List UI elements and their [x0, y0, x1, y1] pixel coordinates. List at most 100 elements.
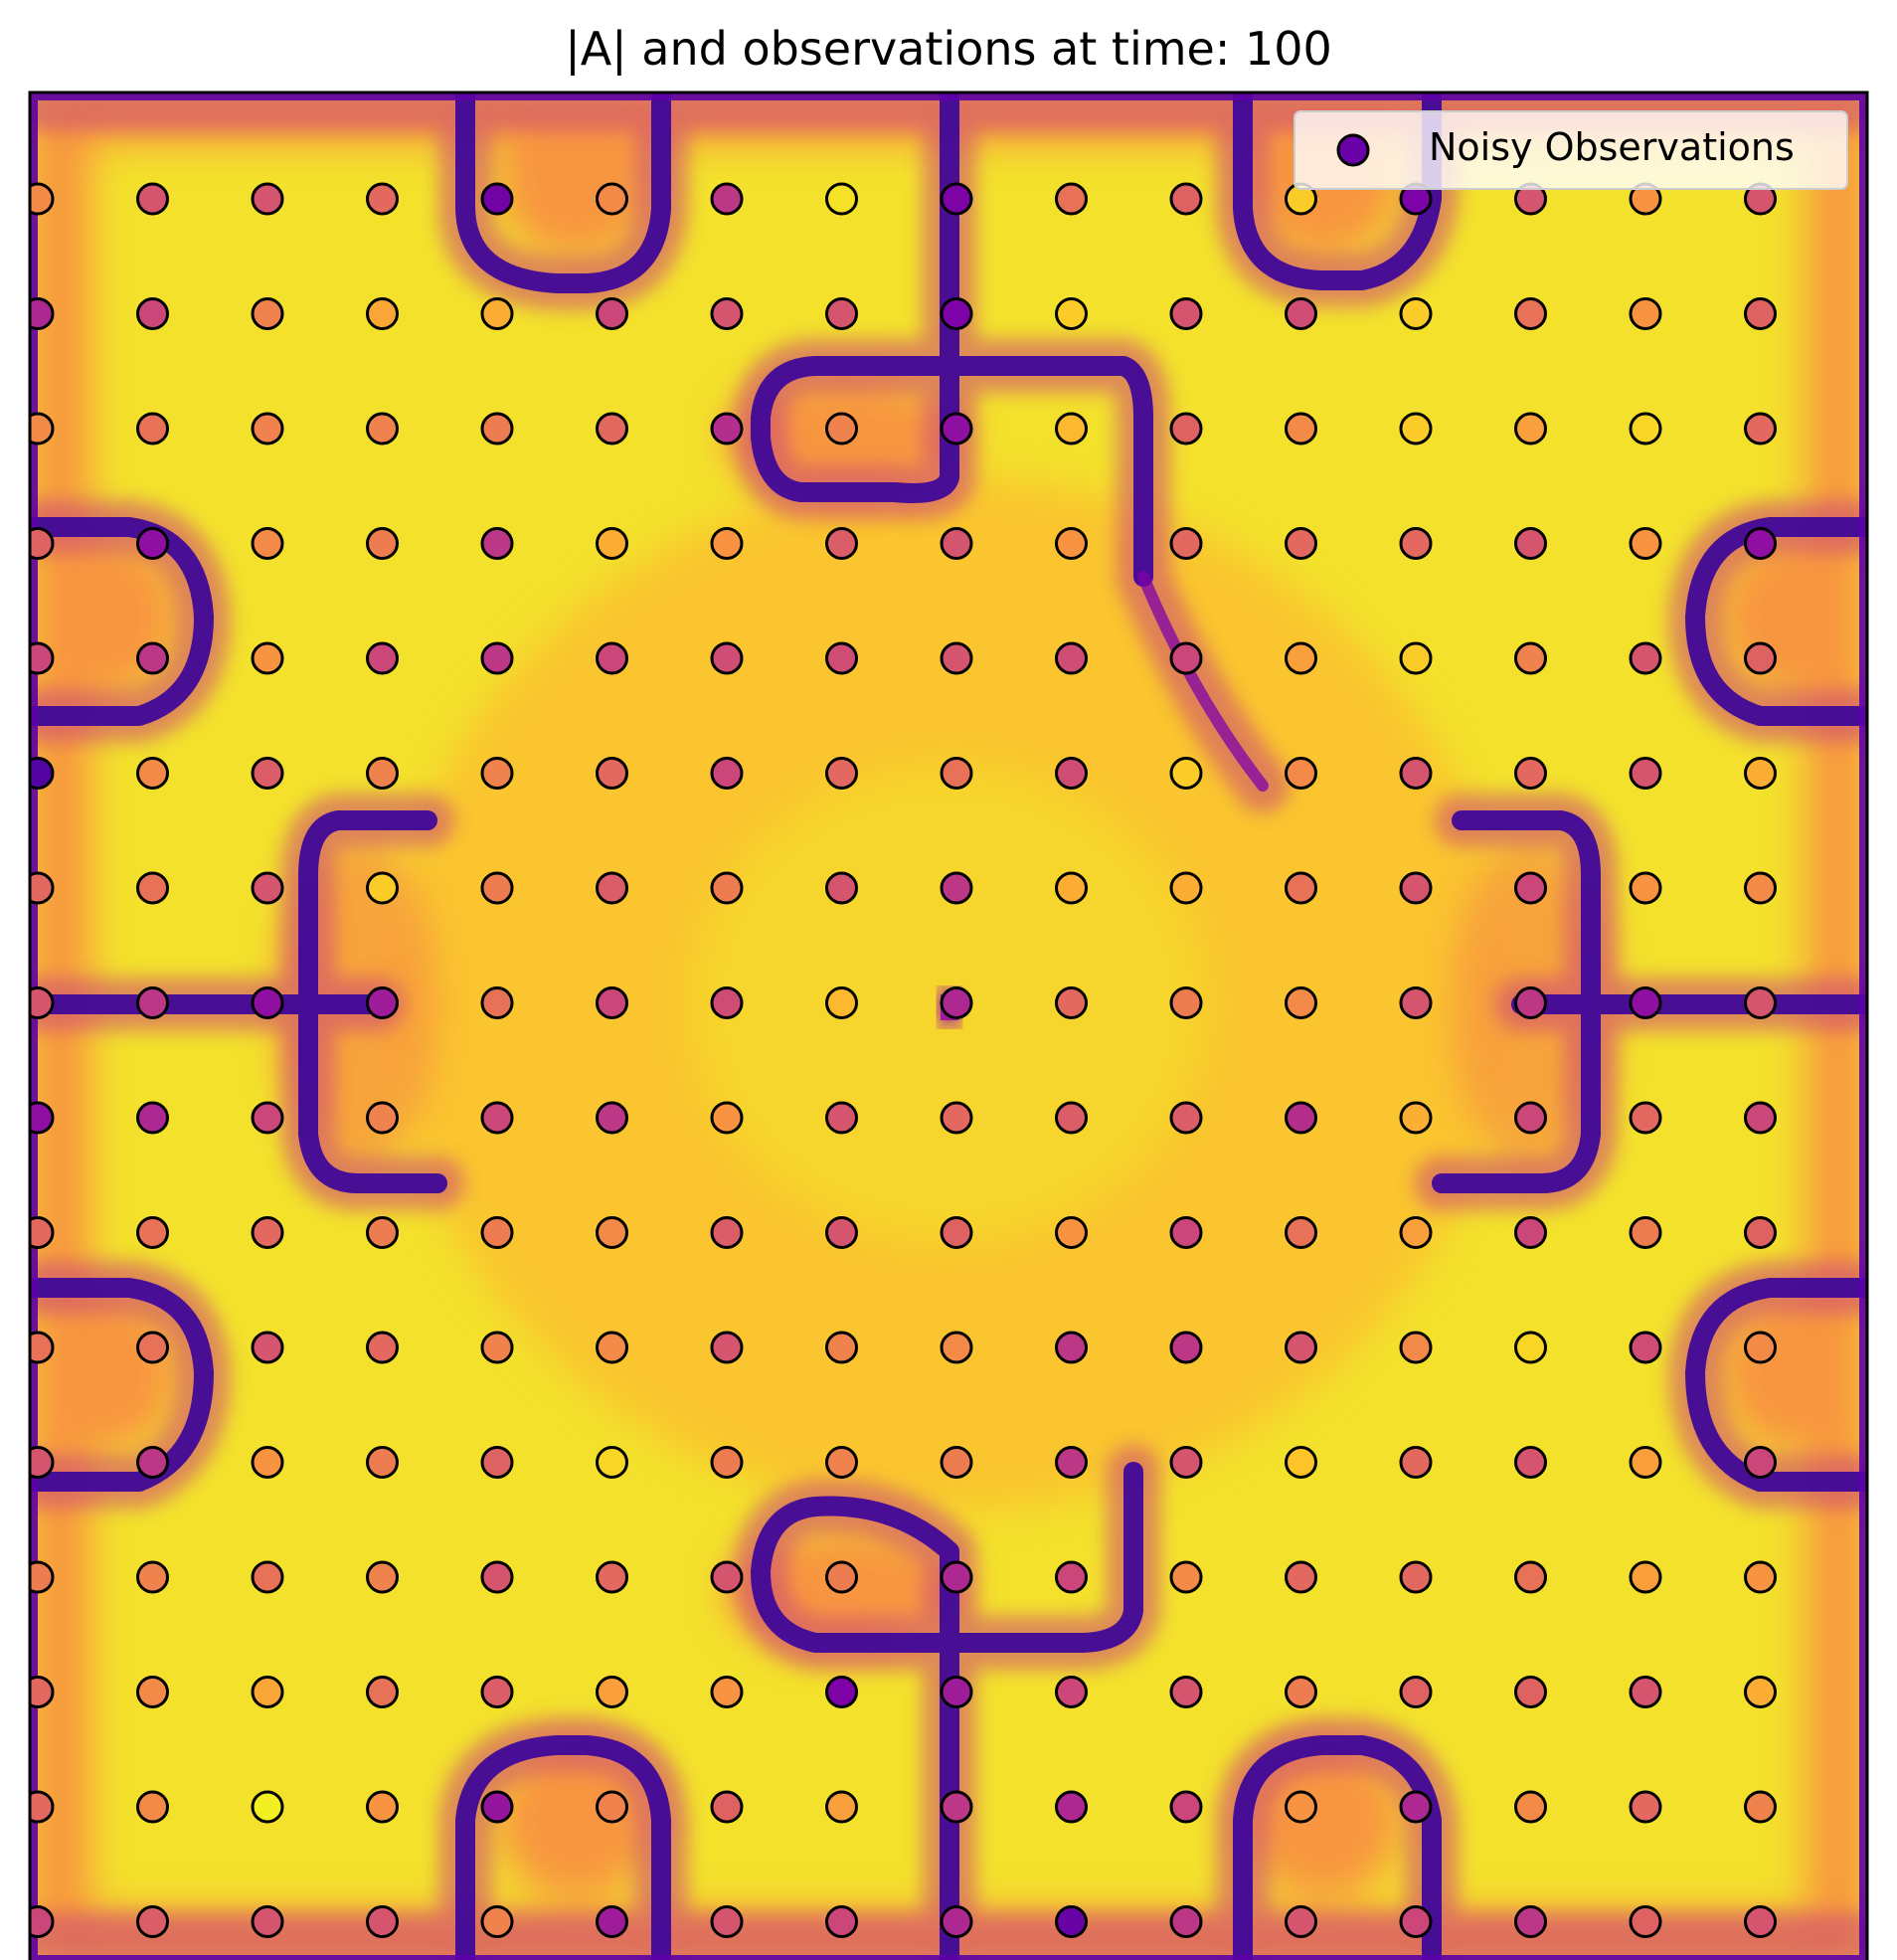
observation-point: [710, 757, 744, 790]
observation-point: [1399, 297, 1433, 330]
observation-point: [1744, 412, 1777, 445]
observation-point: [251, 641, 284, 675]
observation-point: [940, 1216, 973, 1249]
observation-point: [1744, 641, 1777, 675]
observation-point: [596, 1101, 628, 1135]
observation-point: [251, 297, 284, 330]
observation-point: [366, 641, 399, 675]
observation-point: [710, 297, 744, 330]
observation-point: [30, 871, 55, 905]
observation-point: [1399, 1905, 1433, 1938]
observation-point: [1285, 986, 1317, 1019]
observation-point: [1285, 871, 1317, 905]
observation-point: [136, 297, 169, 330]
observation-point: [1744, 1676, 1777, 1708]
observation-point: [1055, 986, 1088, 1019]
heatmap-field: [30, 92, 1867, 1960]
observation-point: [251, 1216, 284, 1249]
observation-point: [710, 1676, 744, 1708]
observation-point: [366, 527, 399, 560]
observation-point: [366, 1676, 399, 1708]
observation-point: [1055, 412, 1088, 445]
observation-point: [1399, 1331, 1433, 1364]
observation-point: [596, 1216, 628, 1249]
observation-point: [480, 1331, 514, 1364]
observation-point: [1629, 1216, 1662, 1249]
observation-point: [825, 527, 858, 560]
observation-point: [136, 412, 169, 445]
observation-point: [1514, 1446, 1547, 1479]
observation-point: [940, 986, 973, 1019]
legend-marker: [1336, 133, 1370, 167]
observation-point: [366, 871, 399, 905]
observation-point: [1744, 1560, 1777, 1594]
observation-point: [30, 527, 55, 560]
observation-point: [596, 1905, 628, 1938]
observation-point: [940, 1676, 973, 1708]
observation-point: [136, 986, 169, 1019]
observation-point: [251, 1331, 284, 1364]
observation-point: [1169, 412, 1203, 445]
observation-point: [366, 1331, 399, 1364]
observation-point: [1399, 871, 1433, 905]
observation-point: [596, 1331, 628, 1364]
observation-point: [480, 1790, 514, 1824]
observation-point: [710, 182, 744, 216]
observation-point: [1169, 641, 1203, 675]
observation-point: [1285, 1446, 1317, 1479]
observation-point: [596, 641, 628, 675]
observation-point: [940, 1560, 973, 1594]
observation-point: [1285, 1101, 1317, 1135]
observation-point: [710, 1790, 744, 1824]
observation-point: [1055, 182, 1088, 216]
observation-point: [480, 297, 514, 330]
observation-point: [710, 986, 744, 1019]
observation-point: [366, 1560, 399, 1594]
observation-point: [1744, 1905, 1777, 1938]
observation-point: [1169, 1101, 1203, 1135]
observation-point: [136, 1331, 169, 1364]
observation-point: [30, 641, 55, 675]
observation-point: [30, 1905, 55, 1938]
observation-point: [366, 1216, 399, 1249]
observation-point: [1514, 871, 1547, 905]
observation-point: [480, 986, 514, 1019]
observation-point: [1169, 1905, 1203, 1938]
observation-point: [1744, 1216, 1777, 1249]
observation-point: [480, 1216, 514, 1249]
observation-point: [366, 986, 399, 1019]
observation-point: [1169, 297, 1203, 330]
observation-point: [940, 1101, 973, 1135]
observation-point: [1399, 1560, 1433, 1594]
observation-point: [1399, 1216, 1433, 1249]
observation-point: [710, 641, 744, 675]
observation-point: [30, 986, 55, 1019]
observation-point: [366, 412, 399, 445]
observation-point: [1285, 1560, 1317, 1594]
observation-point: [1629, 1905, 1662, 1938]
observation-point: [366, 1905, 399, 1938]
observation-point: [30, 1790, 55, 1824]
observation-point: [1169, 986, 1203, 1019]
observation-point: [825, 986, 858, 1019]
observation-point: [1744, 1446, 1777, 1479]
observation-point: [825, 182, 858, 216]
observation-point: [1629, 871, 1662, 905]
observation-point: [825, 757, 858, 790]
observation-point: [596, 527, 628, 560]
observation-point: [1055, 297, 1088, 330]
observation-point: [825, 412, 858, 445]
observation-point: [710, 1331, 744, 1364]
observation-point: [480, 412, 514, 445]
observation-point: [1629, 1331, 1662, 1364]
observation-point: [1055, 1216, 1088, 1249]
observation-point: [251, 871, 284, 905]
observation-point: [596, 182, 628, 216]
observation-point: [1629, 412, 1662, 445]
observation-point: [1399, 757, 1433, 790]
observation-point: [251, 182, 284, 216]
observation-point: [1514, 1790, 1547, 1824]
observation-point: [136, 1101, 169, 1135]
observation-point: [1744, 527, 1777, 560]
observation-point: [1744, 1101, 1777, 1135]
